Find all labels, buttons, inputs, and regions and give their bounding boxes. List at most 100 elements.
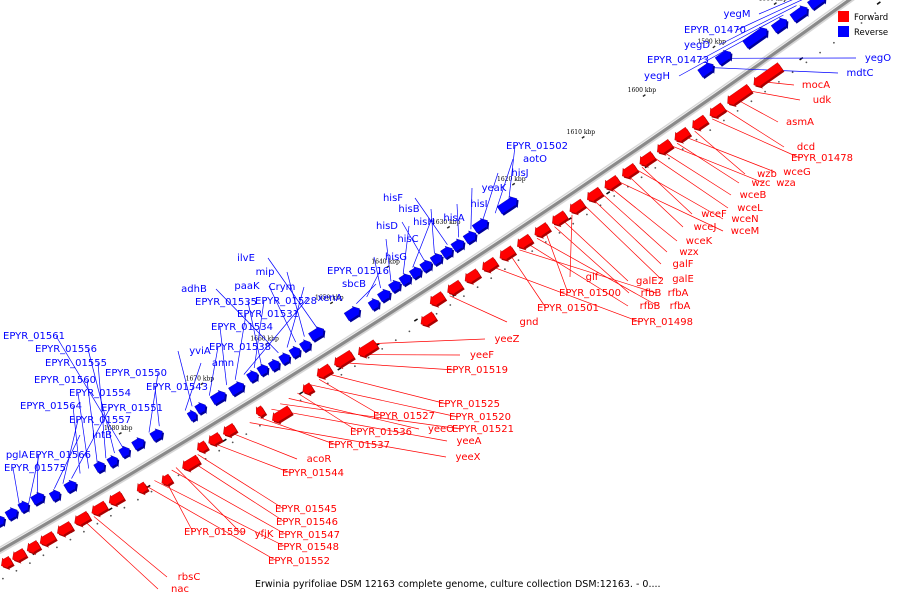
track-dot	[56, 546, 58, 549]
reverse-gene-label: EPYR_01557	[69, 415, 131, 426]
reverse-gene-label: hisA	[443, 213, 464, 224]
reverse-gene-label: EPYR_01550	[105, 368, 167, 379]
forward-leader-line	[764, 81, 795, 86]
track-dot	[83, 530, 85, 533]
track-dot	[231, 441, 234, 444]
reverse-gene-label: hisH	[413, 217, 435, 228]
reverse-gene-label: EPYR_01560	[34, 375, 96, 386]
reverse-leader-line	[154, 386, 160, 427]
kbp-tick	[200, 382, 204, 386]
forward-gene-label: EPYR_01501	[537, 303, 599, 314]
kbp-label: 1580 kbp	[759, 0, 788, 2]
forward-gene-label: yeeA	[456, 436, 481, 447]
reverse-leader-line	[53, 434, 81, 489]
gene-arrow-body	[622, 163, 639, 179]
gene-arrow-body	[246, 370, 258, 383]
reverse-gene-arrow	[496, 196, 519, 216]
gene-arrow-body	[517, 233, 534, 250]
track-dot	[613, 195, 616, 197]
gene-arrow-body	[149, 428, 163, 442]
reverse-gene-label: xenA	[318, 293, 343, 304]
reverse-gene-label: EPYR_01528	[255, 296, 317, 307]
gene-arrow-body	[727, 84, 753, 106]
forward-leader-line	[663, 152, 732, 196]
gene-arrow-body	[118, 445, 130, 459]
reverse-gene-label: EPYR_01535	[195, 297, 257, 308]
reverse-gene-arrow	[267, 358, 281, 373]
reverse-gene-arrow	[697, 62, 715, 79]
forward-gene-arrow	[255, 405, 268, 419]
gene-arrow-body	[388, 279, 401, 293]
gene-arrow-body	[692, 114, 709, 131]
reverse-gene-arrow	[367, 298, 381, 312]
gene-arrow-body	[569, 198, 586, 215]
forward-gene-label: dcd	[797, 142, 815, 153]
track-dot	[736, 110, 739, 112]
reverse-gene-label: hisI	[470, 199, 487, 210]
forward-leader-line	[84, 521, 159, 590]
forward-gene-arrow	[604, 175, 622, 192]
track-dash	[298, 391, 304, 395]
reverse-leader-line	[758, 0, 793, 15]
forward-gene-label: yeeF	[470, 350, 494, 361]
forward-gene-label: wza	[776, 178, 796, 189]
reverse-leader-line	[28, 454, 40, 504]
reverse-gene-label: hisB	[398, 204, 419, 215]
forward-gene-label: EPYR_01500	[559, 288, 621, 299]
forward-gene-label: wceM	[731, 226, 759, 237]
gene-arrow-body	[429, 291, 446, 307]
reverse-gene-arrow	[299, 339, 312, 354]
gene-arrow-body	[12, 548, 28, 563]
gene-arrow-body	[4, 507, 18, 521]
reverse-gene-label: Crym	[269, 282, 296, 293]
gene-arrow-body	[267, 358, 280, 372]
reverse-leader-line	[247, 301, 262, 364]
gene-arrow-body	[367, 298, 380, 311]
reverse-leader-line	[356, 283, 377, 304]
reverse-gene-arrow	[48, 489, 62, 503]
gene-arrow-body	[450, 238, 465, 253]
gene-arrow-body	[657, 139, 674, 155]
gene-arrow-body	[302, 382, 315, 395]
forward-gene-arrow	[272, 405, 294, 425]
reverse-gene-label: EPYR_01516	[327, 266, 389, 277]
reverse-gene-arrow	[278, 352, 292, 367]
reverse-gene-arrow	[807, 0, 827, 12]
track-dot	[791, 71, 794, 74]
gene-arrow-body	[255, 405, 266, 418]
forward-gene-label: wceK	[686, 236, 713, 247]
track-dot	[245, 433, 248, 435]
track-dot	[805, 61, 808, 64]
forward-leader-line	[145, 485, 278, 562]
reverse-gene-label: adhB	[181, 284, 207, 295]
gene-arrow-body	[447, 279, 464, 296]
forward-gene-arrow	[334, 349, 356, 369]
reverse-gene-label: mdtC	[847, 68, 874, 79]
forward-gene-label: wceN	[731, 214, 758, 225]
forward-gene-arrow	[464, 268, 483, 285]
forward-leader-line	[563, 220, 629, 282]
forward-leader-line	[493, 266, 641, 323]
reverse-gene-label: EPYR_01538	[209, 342, 271, 353]
gene-labels: yegM EPYR_01470 yegD EPYR_01473 yegH yegO mdtC…	[3, 9, 891, 595]
forward-leader-line	[641, 167, 693, 215]
forward-gene-arrow	[727, 84, 754, 107]
gene-arrow-body	[343, 306, 360, 322]
kbp-label: 1630 kbp	[432, 219, 461, 226]
track-dot	[381, 348, 384, 350]
forward-leader-line	[297, 392, 360, 433]
gene-arrow-body	[17, 500, 29, 513]
kbp-tick	[386, 265, 390, 269]
reverse-gene-label: EPYR_01566	[29, 450, 91, 461]
forward-leader-line	[288, 398, 420, 430]
track-dot	[558, 232, 561, 234]
reverse-gene-arrow	[377, 288, 392, 304]
track-dot	[490, 277, 493, 280]
reverse-leader-line	[208, 346, 219, 396]
forward-gene-arrow	[517, 233, 535, 251]
gene-arrow-body	[709, 102, 726, 119]
gene-arrow-body	[604, 175, 621, 191]
kbp-tick	[118, 432, 122, 435]
reverse-gene-arrow	[419, 259, 434, 274]
